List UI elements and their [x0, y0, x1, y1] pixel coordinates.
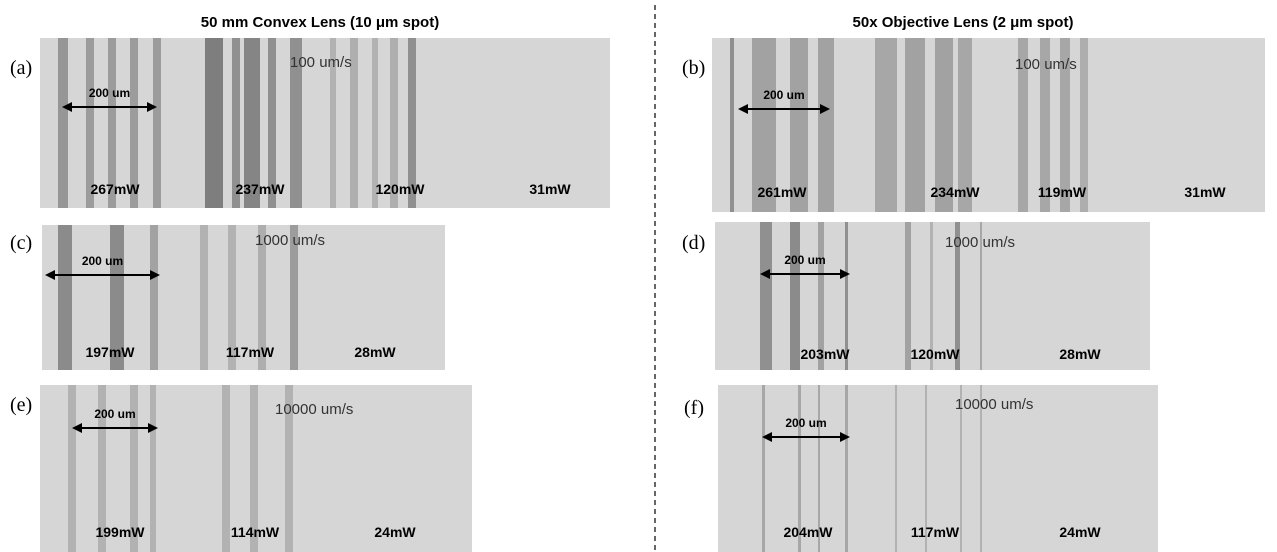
- power-label: 24mW: [374, 524, 416, 540]
- laser-line: [68, 385, 76, 552]
- panel-label: (f): [684, 397, 704, 419]
- panel-label: (b): [682, 57, 705, 79]
- laser-line: [58, 38, 68, 208]
- column-title: 50 mm Convex Lens (10 μm spot): [201, 14, 439, 31]
- panel-label: (c): [10, 232, 32, 254]
- laser-line: [762, 385, 765, 552]
- laser-line: [905, 38, 925, 212]
- scale-label: 200 um: [89, 86, 130, 100]
- scan-speed: 10000 um/s: [275, 401, 353, 418]
- scan-speed: 100 um/s: [1015, 56, 1077, 73]
- power-label: 28mW: [1059, 346, 1101, 362]
- power-label: 117mW: [911, 524, 960, 540]
- laser-line: [150, 385, 156, 552]
- scale-label: 200 um: [784, 253, 825, 267]
- laser-line: [150, 225, 158, 370]
- power-label: 197mW: [85, 344, 135, 360]
- scale-label: 200 um: [785, 416, 826, 430]
- power-label: 24mW: [1059, 524, 1101, 540]
- laser-line: [730, 38, 734, 212]
- laser-line: [818, 38, 834, 212]
- power-label: 120mW: [910, 346, 960, 362]
- scan-speed: 10000 um/s: [955, 396, 1033, 413]
- scale-label: 200 um: [82, 254, 123, 268]
- panel-label: (d): [682, 232, 705, 254]
- power-label: 120mW: [375, 181, 425, 197]
- figure: 50 mm Convex Lens (10 μm spot) 50x Objec…: [0, 0, 1277, 552]
- power-label: 234mW: [930, 184, 980, 200]
- column-title: 50x Objective Lens (2 μm spot): [853, 14, 1074, 31]
- power-label: 114mW: [231, 524, 280, 540]
- laser-line: [200, 225, 208, 370]
- laser-line: [205, 38, 223, 208]
- power-label: 119mW: [1038, 184, 1087, 200]
- power-label: 31mW: [1184, 184, 1226, 200]
- power-label: 204mW: [783, 524, 833, 540]
- power-label: 237mW: [235, 181, 285, 197]
- laser-line: [58, 225, 72, 370]
- laser-line: [875, 38, 897, 212]
- scale-label: 200 um: [94, 407, 135, 421]
- laser-line: [895, 385, 897, 552]
- power-label: 267mW: [90, 181, 140, 197]
- scan-speed: 100 um/s: [290, 54, 352, 71]
- scan-speed: 1000 um/s: [255, 232, 325, 249]
- panel-label: (a): [10, 57, 32, 79]
- power-label: 199mW: [95, 524, 145, 540]
- power-label: 117mW: [226, 344, 275, 360]
- scale-label: 200 um: [763, 88, 804, 102]
- laser-line: [153, 38, 161, 208]
- laser-line: [760, 222, 772, 370]
- laser-line: [845, 385, 848, 552]
- power-label: 28mW: [354, 344, 396, 360]
- power-label: 261mW: [757, 184, 807, 200]
- panel-label: (e): [10, 394, 32, 416]
- power-label: 203mW: [800, 346, 850, 362]
- power-label: 31mW: [529, 181, 571, 197]
- laser-line: [222, 385, 230, 552]
- scan-speed: 1000 um/s: [945, 234, 1015, 251]
- laser-line: [790, 222, 800, 370]
